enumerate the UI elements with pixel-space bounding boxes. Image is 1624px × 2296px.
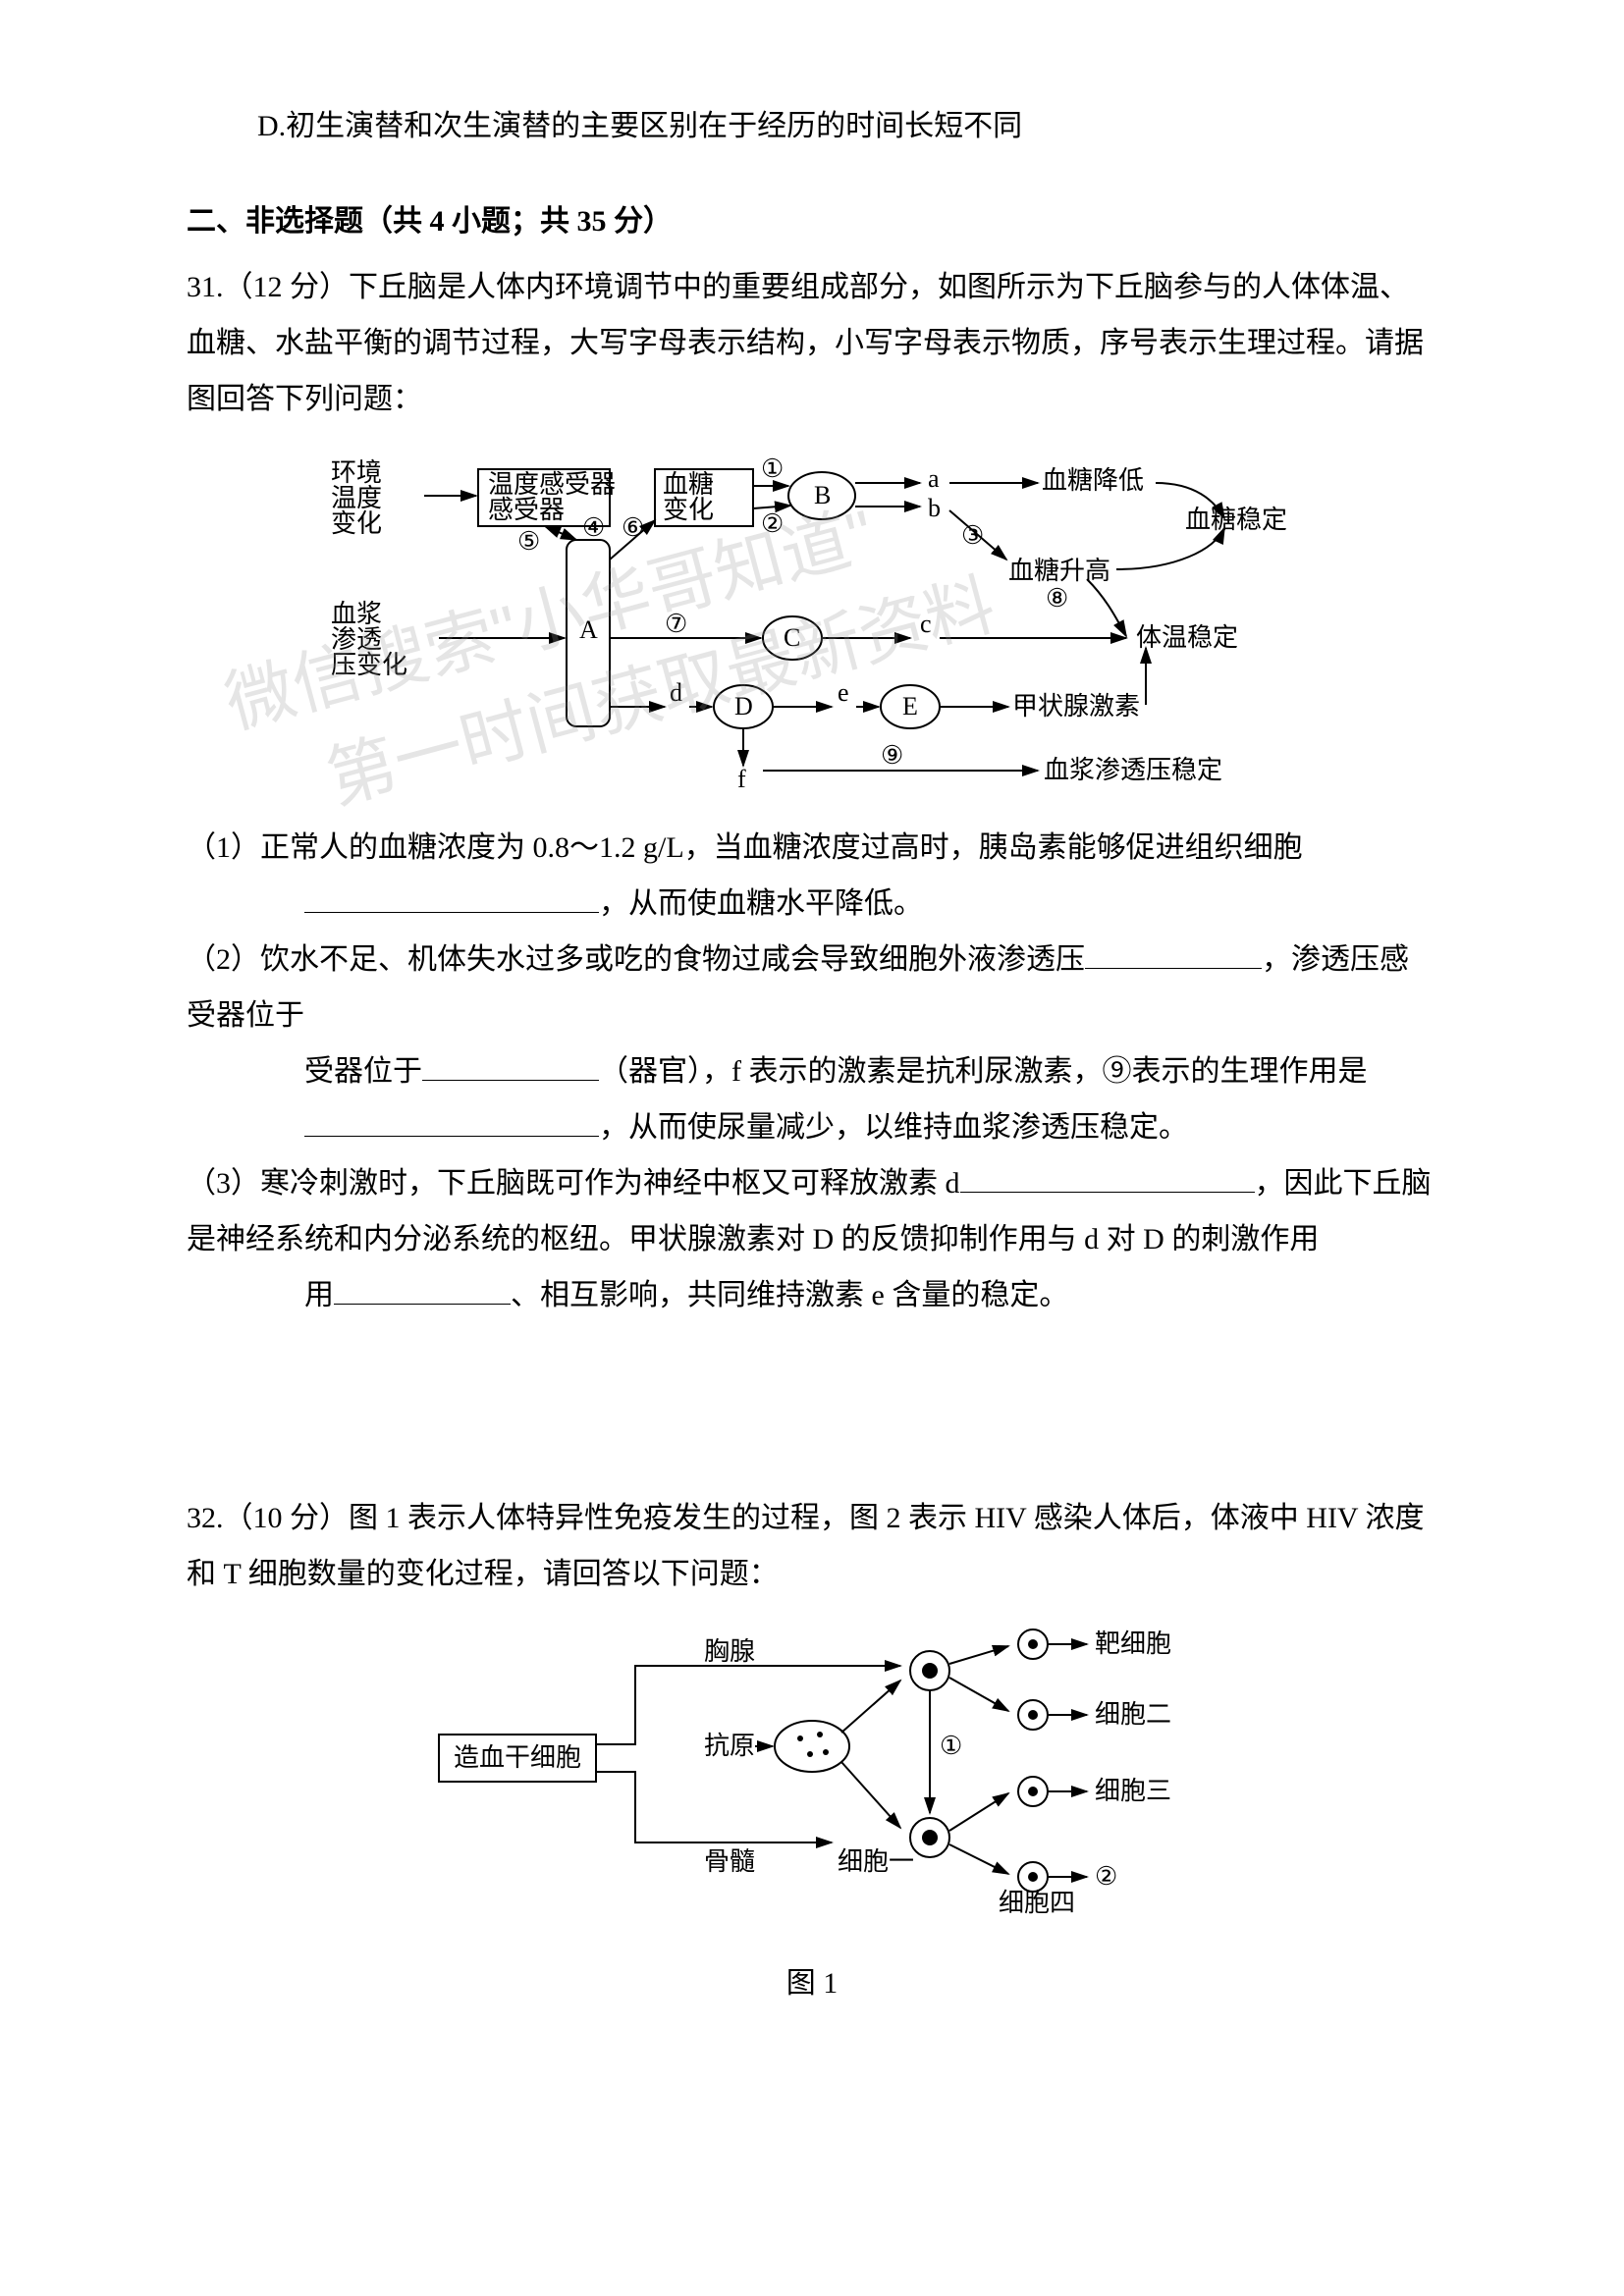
d1-high-sugar: 血糖升高 [1008, 557, 1110, 585]
d1-n6: ⑥ [622, 513, 644, 542]
q31-sub3-a: （3）寒冷刺激时，下丘脑既可作为神经中枢又可释放激素 d [187, 1167, 960, 1200]
d1-A: A [579, 615, 598, 644]
d2-stemcell: 造血干细胞 [454, 1743, 581, 1772]
blank-4 [304, 1106, 599, 1137]
d1-low-sugar: 血糖降低 [1042, 466, 1144, 495]
svg-text:渗透: 渗透 [331, 625, 382, 654]
fig1-label: 图 1 [187, 1955, 1437, 2011]
q31-sub1-a: （1）正常人的血糖浓度为 0.8～1.2 g/L，当血糖浓度过高时，胰岛素能够促… [187, 831, 1303, 864]
d1-f: f [737, 765, 746, 793]
d2-cell4: 细胞四 [999, 1889, 1075, 1917]
d1-C: C [784, 623, 800, 652]
d2-antigen: 抗原 [704, 1732, 755, 1760]
q31-sub1-b: ，从而使血糖水平降低。 [599, 887, 923, 920]
d1-B: B [814, 481, 831, 509]
q31-sub3-c: 、相互影响，共同维持激素 e 含量的稳定。 [511, 1279, 1068, 1311]
d2-cell3: 细胞三 [1095, 1777, 1171, 1805]
blank-6 [334, 1274, 511, 1305]
d1-n5: ⑤ [517, 527, 540, 556]
blank-1 [304, 882, 599, 913]
d1-a: a [928, 464, 940, 493]
q31-sub1-line2: ，从而使血糖水平降低。 [187, 876, 1437, 932]
d1-n7: ⑦ [665, 610, 687, 638]
blank-3 [422, 1050, 599, 1081]
q32-diagram: 造血干细胞 胸腺 骨髓 抗原 [187, 1617, 1437, 1931]
d1-e: e [838, 678, 849, 707]
q31-sub1: （1）正常人的血糖浓度为 0.8～1.2 g/L，当血糖浓度过高时，胰岛素能够促… [187, 820, 1437, 876]
d1-blood-sugar-change: 血糖 [663, 470, 714, 499]
d1-env-temp: 环境 [331, 458, 382, 487]
q31-sub2-b2: 受器位于 [304, 1055, 422, 1088]
q32-stem: 32.（10 分）图 1 表示人体特异性免疫发生的过程，图 2 表示 HIV 感… [187, 1490, 1437, 1602]
d1-b: b [928, 494, 941, 522]
d2-thymus: 胸腺 [704, 1637, 755, 1666]
d1-n2: ② [761, 509, 784, 538]
q31-sub2-c: （器官），f 表示的激素是抗利尿激素，⑨表示的生理作用是 [599, 1055, 1368, 1088]
q31-sub3: （3）寒冷刺激时，下丘脑既可作为神经中枢又可释放激素 d，因此下丘脑是神经系统和… [187, 1155, 1437, 1267]
d2-target: 靶细胞 [1095, 1629, 1171, 1658]
d1-c: c [920, 610, 932, 638]
q31-sub2-line2: 受器位于 （器官），f 表示的激素是抗利尿激素，⑨表示的生理作用是 [187, 1043, 1437, 1099]
d1-E: E [902, 692, 918, 721]
d1-d: d [670, 678, 682, 707]
d1-thyroid: 甲状腺激素 [1012, 692, 1140, 721]
q31-sub2-a: （2）饮水不足、机体失水过多或吃的食物过咸会导致细胞外液渗透压 [187, 943, 1085, 976]
d1-n4: ④ [582, 513, 605, 542]
d1-plasma-osm: 血浆 [331, 600, 382, 628]
d1-n8: ⑧ [1046, 584, 1068, 613]
option-d: D.初生演替和次生演替的主要区别在于经历的时间长短不同 [187, 98, 1437, 154]
q31-sub2-d: ，从而使尿量减少，以维持血浆渗透压稳定。 [599, 1111, 1188, 1144]
svg-text:温度: 温度 [331, 484, 382, 512]
q31-stem: 31.（12 分）下丘脑是人体内环境调节中的重要组成部分，如图所示为下丘脑参与的… [187, 259, 1437, 427]
d1-temp-stable: 体温稳定 [1136, 623, 1238, 652]
q31-sub2-line3: ，从而使尿量减少，以维持血浆渗透压稳定。 [187, 1099, 1437, 1155]
d1-stable-sugar: 血糖稳定 [1185, 506, 1287, 534]
d2-cell2: 细胞二 [1095, 1700, 1171, 1729]
svg-text:感受器: 感受器 [488, 496, 565, 524]
d1-n9: ⑨ [881, 741, 903, 770]
svg-text:变化: 变化 [331, 509, 382, 538]
svg-text:压变化: 压变化 [331, 651, 407, 679]
d2-cell1: 细胞一 [838, 1847, 914, 1876]
d2-n1: ① [940, 1732, 962, 1760]
d1-temp-receptor: 温度感受器 [488, 470, 616, 499]
q31-sub3-line3: 用、相互影响，共同维持激素 e 含量的稳定。 [187, 1267, 1437, 1323]
blank-2 [1085, 938, 1262, 969]
d2-bonemarrow: 骨髓 [704, 1847, 755, 1876]
q31-diagram: 环境 温度 变化 温度感受器 感受器 血糖 变化 血浆 渗透 压变化 A B C… [187, 442, 1437, 795]
d1-n3: ③ [961, 521, 984, 550]
d2-n2: ② [1095, 1862, 1117, 1891]
d1-D: D [734, 692, 753, 721]
q31-sub2: （2）饮水不足、机体失水过多或吃的食物过咸会导致细胞外液渗透压，渗透压感受器位于 [187, 932, 1437, 1043]
svg-text:变化: 变化 [663, 496, 714, 524]
blank-5 [960, 1162, 1255, 1193]
section-2-title: 二、非选择题（共 4 小题；共 35 分） [187, 193, 1437, 249]
d1-osm-stable: 血浆渗透压稳定 [1044, 756, 1222, 784]
d1-n1: ① [761, 454, 784, 483]
